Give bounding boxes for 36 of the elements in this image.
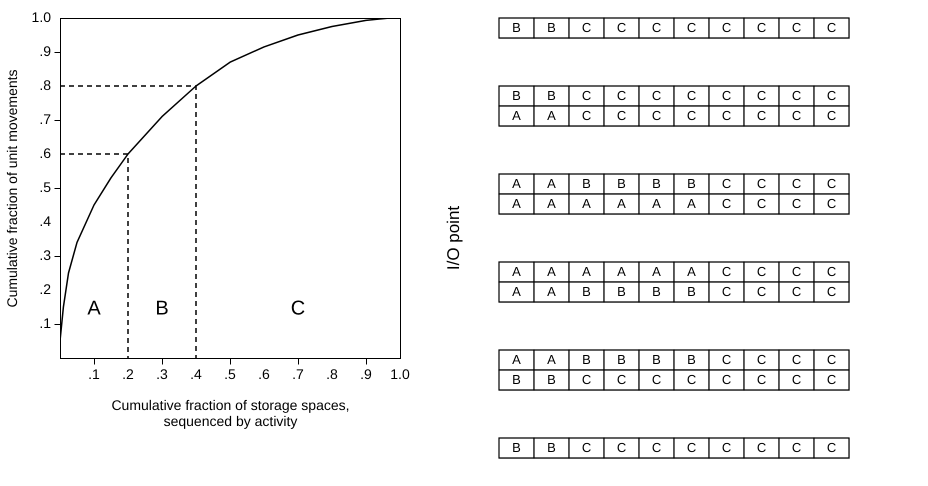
text: B B C C C C C C C C: [512, 88, 836, 103]
x-tick-label: .9: [360, 366, 372, 382]
text: A A A A A A C C C C: [512, 264, 836, 279]
y-tick-label: .9: [39, 43, 52, 59]
text: B B C C C C C C C C: [512, 372, 836, 387]
y-tick-label: 1.0: [32, 9, 52, 25]
x-axis-title: Cumulative fraction of storage spaces, sequenced by activity: [111, 397, 350, 429]
annotation: B: [155, 298, 169, 320]
text: A A C C C C C C C C: [512, 108, 836, 123]
text: B B C C C C C C C C: [512, 20, 836, 35]
y-tick-label: .3: [39, 247, 52, 263]
y-tick-label: .1: [39, 315, 52, 331]
x-tick-label: .2: [122, 366, 134, 382]
text: A A B B B B C C C C: [512, 352, 836, 367]
annotation: A: [87, 298, 102, 320]
y-tick-label: .6: [39, 145, 52, 161]
y-axis-title: Cumulative fraction of unit movements: [4, 69, 20, 308]
text: B B C C C C C C C C: [512, 440, 836, 455]
y-tick-label: .4: [39, 213, 52, 229]
x-tick-label: .5: [224, 366, 236, 382]
text: A A B B B B C C C C: [512, 284, 836, 299]
x-tick-label: 1.0: [390, 366, 410, 382]
x-tick-label: .6: [258, 366, 270, 382]
y-tick-label: .2: [39, 281, 52, 297]
x-tick-label: .3: [156, 366, 168, 382]
text: I/O point: [444, 206, 463, 270]
x-tick-label: .4: [190, 366, 202, 382]
text: A A A A A A C C C C: [512, 196, 836, 211]
x-tick-label: .7: [292, 366, 304, 382]
y-tick-label: .5: [39, 179, 52, 195]
x-tick-label: .1: [88, 366, 100, 382]
y-tick-label: .7: [39, 111, 52, 127]
annotation: C: [290, 298, 306, 320]
text: A A B B B B C C C C: [512, 176, 836, 191]
y-tick-label: .8: [39, 77, 52, 93]
x-tick-label: .8: [326, 366, 338, 382]
